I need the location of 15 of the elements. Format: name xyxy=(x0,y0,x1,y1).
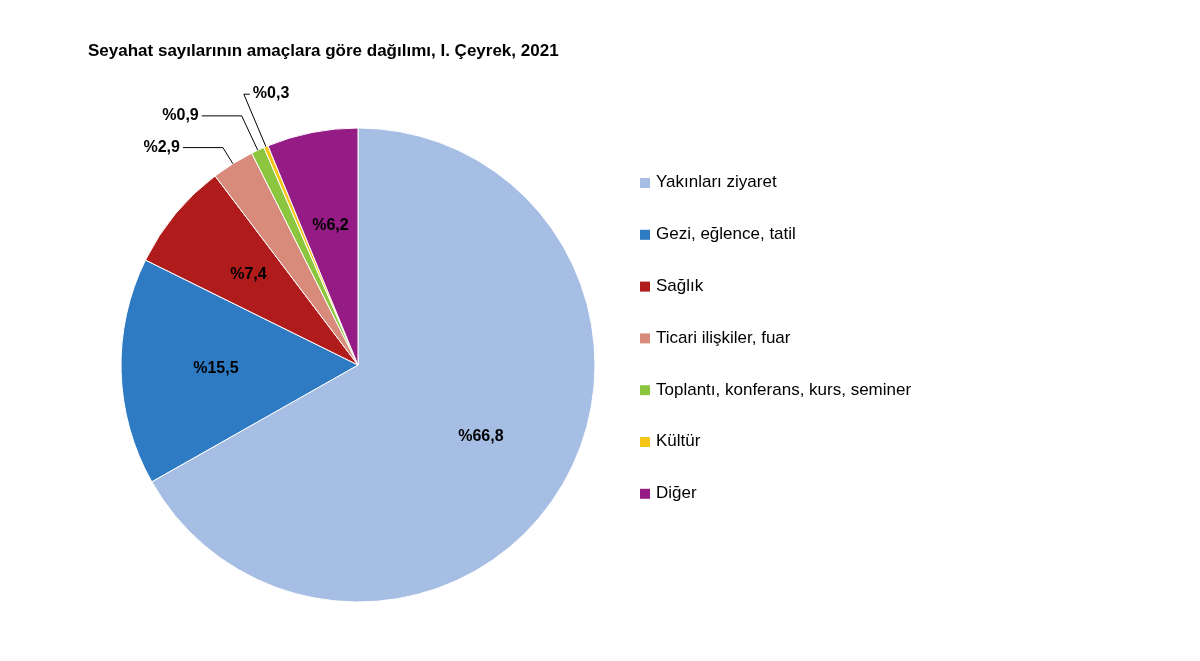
data-label: %6,2 xyxy=(312,215,349,233)
legend-label: Sağlık xyxy=(656,276,704,296)
data-label: %15,5 xyxy=(193,359,239,377)
chart-title: Seyahat sayılarının amaçlara göre dağılımı, I. Çeyrek, 2021 xyxy=(88,41,559,60)
data-label: %2,9 xyxy=(143,137,180,155)
legend-label: Ticari ilişkiler, fuar xyxy=(656,327,791,347)
legend-label: Diğer xyxy=(656,483,697,503)
legend-label: Toplantı, konferans, kurs, seminer xyxy=(656,379,912,399)
data-label: %66,8 xyxy=(458,426,504,444)
legend-label: Gezi, eğlence, tatil xyxy=(656,224,796,244)
legend-label: Kültür xyxy=(656,431,701,451)
data-label: %0,3 xyxy=(252,84,290,102)
data-label: %0,9 xyxy=(162,106,199,124)
legend-label: Yakınları ziyaret xyxy=(656,172,777,192)
data-label: %7,4 xyxy=(230,264,267,282)
